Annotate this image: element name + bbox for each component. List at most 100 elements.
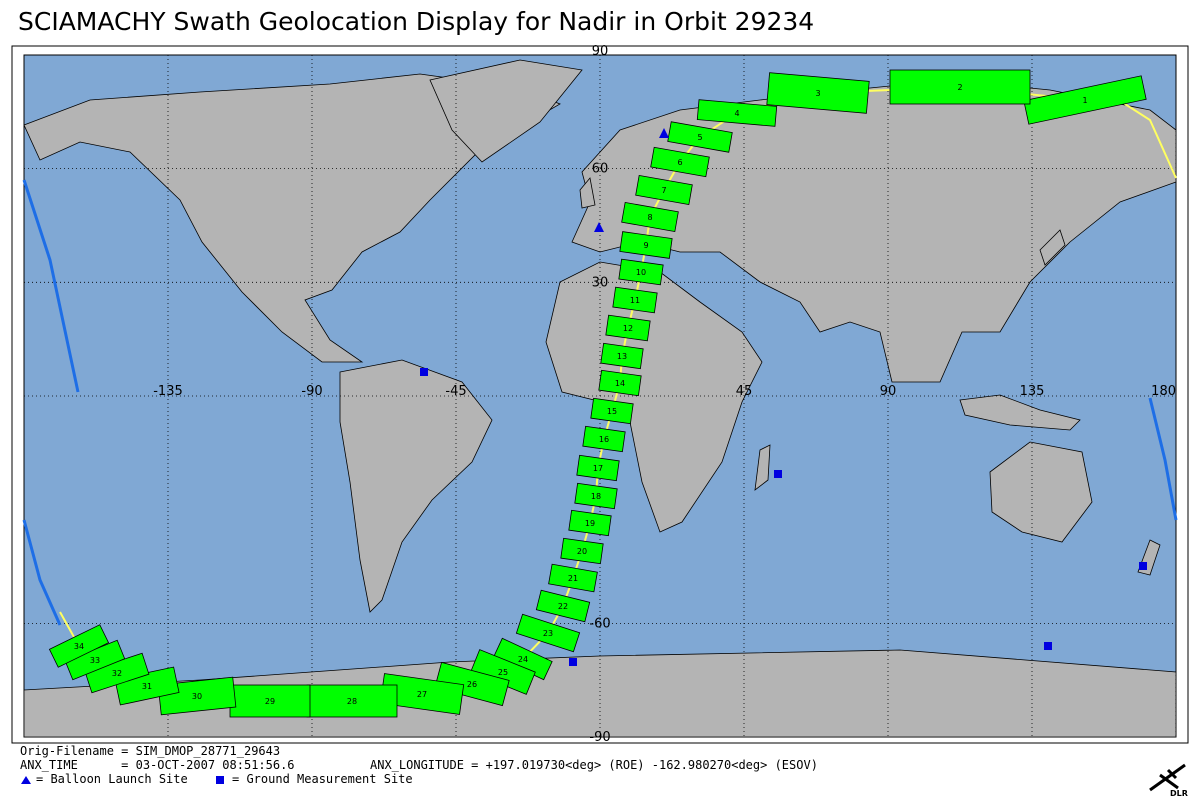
swath-label: 22: [558, 602, 568, 611]
swath-label: 3: [815, 89, 820, 98]
ground-site: [1139, 562, 1147, 570]
swath-label: 5: [697, 133, 702, 142]
swath-label: 6: [677, 158, 682, 167]
orbit-track: [22, 179, 80, 393]
swath: [635, 175, 693, 205]
swath: [535, 589, 591, 623]
legend-balloon-icon: [21, 776, 31, 784]
lon-label: 135: [1020, 384, 1045, 399]
lat-label: -90: [589, 730, 610, 745]
swath-label: 1: [1082, 96, 1087, 105]
balloon-site: [659, 128, 669, 138]
north-america: [23, 73, 561, 363]
swath: [568, 509, 612, 537]
lat-label: -60: [589, 616, 610, 631]
orbit-track: [22, 519, 62, 626]
swath: [1023, 75, 1147, 125]
swath-label: 17: [593, 464, 603, 473]
swath-label: 27: [417, 690, 427, 699]
footer-anx-time: ANX_TIME = 03-OCT-2007 08:51:56.6: [20, 758, 295, 772]
logo-mark: [1149, 763, 1186, 792]
swath: [605, 314, 651, 342]
swath: [582, 425, 626, 453]
swath: [48, 624, 110, 668]
uk: [579, 177, 596, 209]
ground-site: [569, 658, 577, 666]
footer-anx-longitude: ANX_LONGITUDE = +197.019730<deg> (ROE) -…: [370, 758, 818, 772]
swath-label: 11: [630, 296, 640, 305]
continents: [23, 59, 1177, 738]
logo: DLR: [1170, 789, 1188, 798]
swath-label: 15: [607, 407, 617, 416]
balloon-site: [594, 222, 604, 232]
swath-label: 4: [734, 109, 739, 118]
swath-label: 14: [615, 379, 625, 388]
swath: [619, 231, 673, 259]
lon-label: -135: [153, 384, 183, 399]
swath-label: 19: [585, 519, 595, 528]
lon-label: 90: [880, 384, 897, 399]
africa: [545, 261, 763, 533]
swath-label: 8: [647, 213, 652, 222]
legend-ground-icon: [216, 776, 224, 784]
swath-label: 10: [636, 268, 646, 277]
title: SCIAMACHY Swath Geolocation Display for …: [18, 7, 814, 36]
swath-label: 21: [568, 574, 578, 583]
footer-filename: Orig-Filename = SIM_DMOP_28771_29643: [20, 744, 280, 758]
sites: [420, 128, 1147, 666]
lon-label: 45: [736, 384, 753, 399]
swath-label: 23: [543, 629, 553, 638]
swath: [621, 202, 679, 232]
lon-label: 180: [1151, 384, 1176, 399]
swath-label: 13: [617, 352, 627, 361]
greenland: [429, 59, 583, 163]
lat-label: 60: [592, 162, 609, 177]
swath: [667, 121, 733, 153]
swath: [889, 69, 1031, 105]
ground-site: [1044, 642, 1052, 650]
swath: [598, 369, 642, 397]
swath: [696, 99, 778, 127]
swath: [548, 563, 598, 593]
swath-label: 33: [90, 656, 100, 665]
swath: [766, 72, 870, 114]
lon-label: -90: [301, 384, 322, 399]
swath: [650, 146, 710, 178]
swath: [515, 613, 581, 653]
ground-site: [420, 368, 428, 376]
swath: [574, 482, 618, 510]
frame: [11, 45, 1189, 744]
swath-label: 34: [74, 642, 84, 651]
swath-label: 26: [467, 680, 477, 689]
swath-label: 16: [599, 435, 609, 444]
indonesia: [959, 394, 1081, 431]
lon-label: -45: [445, 384, 466, 399]
madagascar: [754, 444, 771, 491]
swath-label: 25: [498, 668, 508, 677]
swath-label: 12: [623, 324, 633, 333]
swath-label: 29: [265, 697, 275, 706]
ground-site: [774, 470, 782, 478]
swath-label: 24: [518, 655, 528, 664]
swath: [434, 661, 510, 707]
legend-ground: = Ground Measurement Site: [232, 772, 413, 786]
swath-label: 9: [643, 241, 648, 250]
swath: [612, 286, 658, 314]
swath-label: 28: [347, 697, 357, 706]
swath: [576, 454, 620, 482]
swath: [590, 397, 634, 425]
swath-label: 20: [577, 547, 587, 556]
lat-label: 30: [592, 275, 609, 290]
orbit-track: [1148, 397, 1178, 521]
south-america: [339, 359, 493, 613]
swath-label: 31: [142, 682, 152, 691]
japan: [1039, 229, 1066, 266]
swath-label: 7: [661, 186, 666, 195]
lat-label: 90: [592, 44, 609, 59]
swath: [618, 258, 664, 286]
swath: [600, 342, 644, 370]
australia: [989, 441, 1093, 543]
swath-label: 30: [192, 692, 202, 701]
